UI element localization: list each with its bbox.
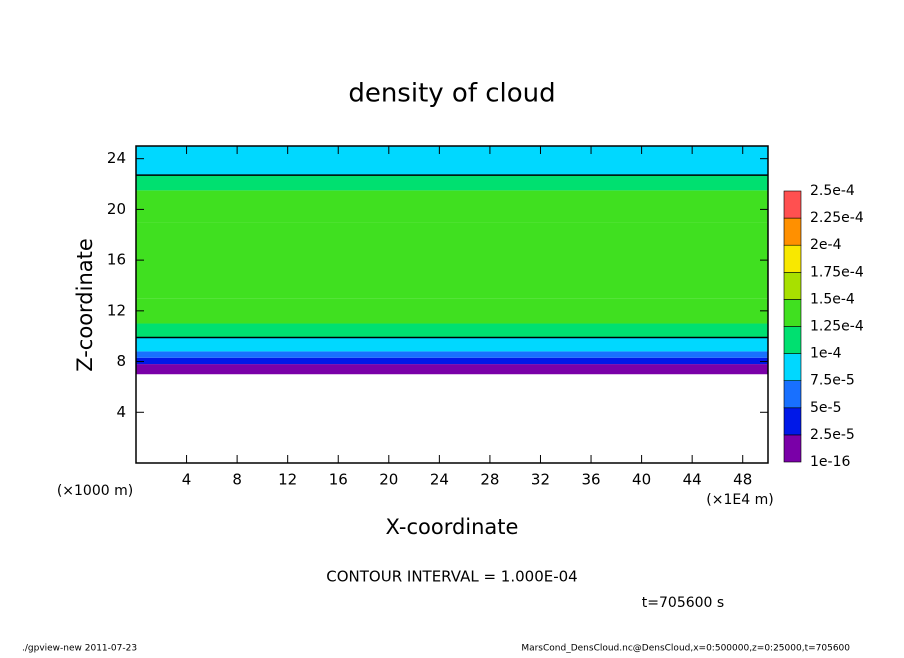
y-tick-label: 20 (107, 200, 126, 218)
density-band (136, 357, 768, 365)
y-unit: (×1000 m) (57, 483, 133, 499)
x-tick-label: 20 (379, 471, 398, 489)
y-tick-label: 24 (107, 149, 126, 167)
density-band (136, 364, 768, 375)
y-tick-label: 16 (107, 251, 126, 269)
x-tick-label: 28 (480, 471, 499, 489)
x-tick-label: 36 (581, 471, 600, 489)
chart-title: density of cloud (348, 79, 555, 109)
density-band (136, 146, 768, 176)
x-tick-label: 8 (232, 471, 242, 489)
density-band (136, 190, 768, 223)
x-axis-label: X-coordinate (386, 515, 519, 539)
colorbar-label: 7.5e-5 (810, 373, 855, 389)
density-band (136, 351, 768, 358)
x-tick-label: 48 (733, 471, 752, 489)
x-tick-label: 12 (278, 471, 297, 489)
colorbar-label: 2.25e-4 (810, 210, 864, 226)
y-tick-label: 4 (116, 403, 126, 421)
colorbar-label: 1.75e-4 (810, 264, 864, 280)
density-band (136, 323, 768, 338)
density-band (136, 222, 768, 299)
colorbar-cell (783, 326, 802, 354)
x-tick-label: 4 (182, 471, 192, 489)
colorbar-label: 1e-16 (810, 454, 850, 470)
footer-left: ./gpview-new 2011-07-23 (22, 644, 137, 654)
colorbar-cell (783, 190, 802, 219)
colorbar-label: 2.5e-5 (810, 427, 855, 443)
x-tick-label: 40 (632, 471, 651, 489)
y-tick-label: 12 (107, 301, 126, 319)
colorbar-cell (783, 217, 802, 246)
x-tick-label: 44 (683, 471, 702, 489)
contour-note: CONTOUR INTERVAL = 1.000E-04 (326, 568, 577, 586)
colorbar-label: 2e-4 (810, 237, 842, 253)
colorbar-label: 2.5e-4 (810, 183, 855, 199)
plot-frame (135, 145, 769, 464)
time-note: t=705600 s (642, 595, 724, 611)
y-tick-label: 8 (116, 352, 126, 370)
colorbar-cell (783, 353, 802, 382)
density-band (136, 175, 768, 191)
colorbar-cell (783, 299, 802, 327)
x-unit: (×1E4 m) (706, 492, 773, 508)
colorbar-label: 1.5e-4 (810, 291, 855, 307)
density-band (136, 337, 768, 352)
colorbar-cell (783, 380, 802, 409)
colorbar-cell (783, 271, 802, 300)
colorbar-label: 1e-4 (810, 346, 842, 362)
x-tick-label: 24 (430, 471, 449, 489)
density-band (136, 298, 768, 324)
colorbar-cell (783, 244, 802, 273)
colorbar-cell (783, 434, 802, 463)
x-tick-label: 32 (531, 471, 550, 489)
colorbar-cell (783, 407, 802, 436)
y-axis-label: Z-coordinate (73, 238, 97, 372)
footer-right: MarsCond_DensCloud.nc@DensCloud,x=0:5000… (521, 644, 850, 654)
colorbar-label: 1.25e-4 (810, 319, 864, 335)
x-tick-label: 16 (329, 471, 348, 489)
colorbar-label: 5e-5 (810, 400, 841, 416)
